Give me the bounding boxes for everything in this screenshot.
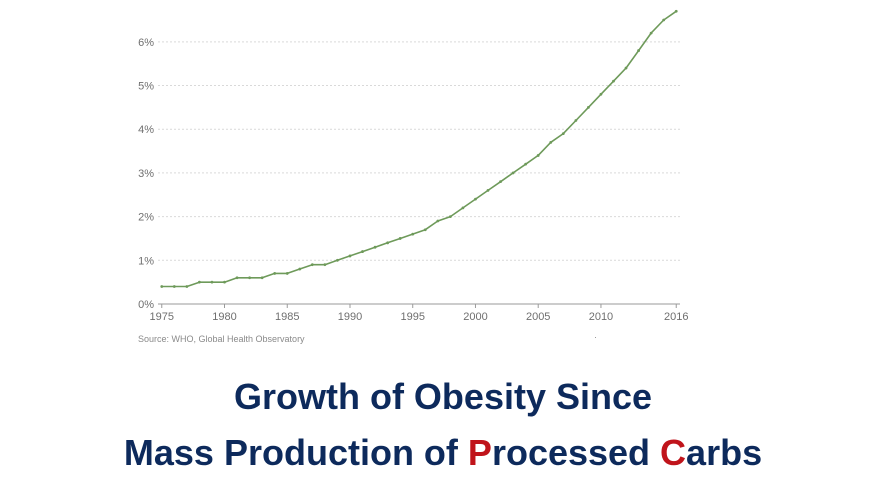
data-point [574,119,578,122]
x-tick-label: 1995 [400,311,424,323]
headline-line-2-part-a: Mass Production of [123,432,468,473]
data-point [461,206,465,210]
data-point [599,92,603,96]
data-point [612,79,615,83]
data-point [273,272,277,275]
data-point [348,254,352,258]
data-point [624,66,628,70]
x-tick-label: 1975 [150,311,174,323]
x-tick-label: 1985 [275,311,299,323]
x-tick-label: 1980 [212,311,236,323]
data-point [423,228,427,232]
data-point [511,171,515,175]
data-point [674,9,678,13]
data-point [285,272,289,275]
y-tick-label: 2% [138,212,154,224]
y-tick-label: 3% [138,168,154,180]
data-point [373,245,377,249]
data-point [486,189,490,192]
data-point [536,154,540,157]
data-point [160,285,164,288]
x-tick-label: 2010 [589,311,613,323]
data-point [398,237,402,240]
x-tick-label: 2005 [526,311,550,323]
x-tick-label: 2016 [664,311,688,323]
y-tick-label: 5% [138,81,154,93]
headline-accent-c: C [660,432,687,473]
data-point [637,49,640,52]
data-point [185,285,189,288]
data-point [336,258,339,262]
source-note: Source: WHO, Global Health Observatory [138,334,305,344]
data-point [248,276,252,280]
data-point [235,276,239,280]
data-point [298,267,302,271]
data-point [524,162,528,166]
data-point [361,250,364,253]
series-line [161,10,677,288]
headline-line-2: Mass Production of Processed Carbs [0,432,886,474]
y-tick-label: 4% [138,124,154,136]
x-tick-label: 1990 [338,311,362,323]
y-tick-label: 1% [138,255,154,267]
data-point [499,180,502,184]
data-point [649,31,653,35]
obesity-line-chart: 0% 1% 2% 3% 4% 5% 6% 1975 1980 1985 1990 1995 2000 20… [138,9,688,323]
data-point [411,232,415,236]
y-tick-label: 6% [138,37,154,49]
data-point [323,263,327,267]
data-point [223,280,226,284]
data-point [260,276,264,280]
headline-line-2-part-d: arbs [686,432,763,473]
data-point [198,280,201,284]
data-point [561,132,565,136]
data-point [210,280,214,284]
headline-accent-p: P [467,432,492,473]
data-point [172,285,176,288]
data-point [549,140,553,144]
data-point [310,263,314,267]
data-point [436,219,440,223]
x-tick-label: 2000 [463,311,487,323]
headline-line-2-part-b: rocessed [491,432,661,473]
data-point [662,18,666,22]
data-point [586,105,590,109]
headline-line-1: Growth of Obesity Since [233,376,653,417]
data-point [386,241,390,245]
data-point [474,197,477,201]
y-tick-label: 0% [138,299,154,311]
footnote-mark: · [594,332,597,342]
data-point [448,215,452,219]
